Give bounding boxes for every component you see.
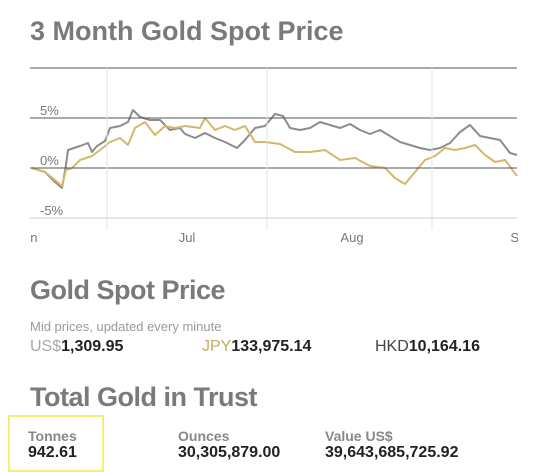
- currency: JPY: [202, 338, 232, 355]
- x-tick-label: Jun: [17, 230, 38, 245]
- note: Mid prices, updated every minute: [30, 319, 222, 334]
- figure: Ounces 30,305,879.00: [178, 428, 280, 462]
- chart: 3 Month Gold Spot Price Jun Jul Aug Sep 5% 0…: [17, 16, 533, 245]
- y-tick-label: -5%: [40, 203, 64, 218]
- figure-label: Tonnes: [28, 428, 77, 444]
- currency: US$: [30, 338, 62, 355]
- price: 10,164.16: [408, 338, 480, 355]
- price: 133,975.14: [231, 338, 312, 355]
- price-line: [31, 117, 518, 187]
- quote: JPY133,975.14: [202, 338, 311, 356]
- chart-title: 3 Month Gold Spot Price: [30, 16, 344, 46]
- figure-label: Ounces: [178, 428, 230, 444]
- x-tick-label: Jul: [179, 230, 196, 245]
- figure-value: 30,305,879.00: [178, 444, 281, 461]
- figure-value: 39,643,685,725.92: [325, 444, 459, 461]
- quote: US$1,309.95: [30, 338, 123, 356]
- y-tick-label: 5%: [40, 103, 59, 118]
- figure-label: Value US$: [325, 428, 393, 444]
- x-tick-label: Sep: [510, 230, 533, 245]
- quote: HKD10,164.16: [375, 338, 480, 356]
- figure-value: 942.61: [28, 444, 77, 461]
- y-tick-label: 0%: [40, 153, 59, 168]
- highlight-box: [8, 415, 104, 472]
- price: 1,309.95: [61, 338, 124, 355]
- price-line: [31, 109, 518, 189]
- figure: Tonnes 942.61: [28, 428, 77, 462]
- plot: Jun Jul Aug Sep: [17, 109, 533, 245]
- currency: HKD: [375, 338, 409, 355]
- x-tick-label: Aug: [340, 230, 363, 245]
- section-title: Total Gold in Trust: [30, 382, 258, 412]
- section-title: Gold Spot Price: [30, 275, 226, 305]
- figure: Value US$ 39,643,685,725.92: [325, 428, 458, 462]
